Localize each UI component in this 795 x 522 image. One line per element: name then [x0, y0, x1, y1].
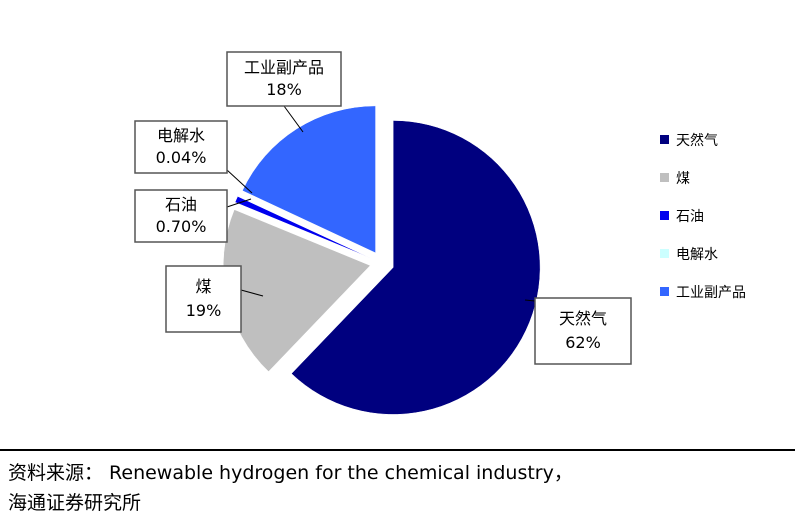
- callout-value: 0.04%: [156, 148, 207, 167]
- callout-leader-lines: [226, 105, 536, 302]
- legend-label: 天然气: [676, 132, 718, 149]
- callout-label: 煤: [195, 277, 211, 296]
- legend-label: 电解水: [676, 247, 718, 263]
- callout-natural-gas: 天然气 62%: [534, 297, 632, 365]
- callout-box: [534, 297, 632, 365]
- callout-oil: 石油 0.70%: [134, 189, 228, 243]
- leader-line-electrolysis: [226, 169, 253, 194]
- pie-slice-electrolysis: [237, 195, 372, 259]
- callout-label: 工业副产品: [244, 58, 324, 77]
- callout-box: [165, 265, 242, 333]
- callout-box: [226, 51, 342, 107]
- footer-divider: [0, 449, 795, 451]
- pie-slices: [223, 105, 541, 415]
- callout-value: 62%: [565, 333, 601, 352]
- legend-swatch: [660, 211, 669, 220]
- pie-slice-natural-gas: [291, 120, 541, 415]
- legend-item-oil: 石油: [660, 209, 704, 225]
- legend-label: 煤: [676, 171, 690, 187]
- legend-label: 工业副产品: [676, 285, 746, 301]
- callout-electrolysis: 电解水 0.04%: [134, 120, 228, 174]
- legend-item-electrolysis: 电解水: [660, 247, 718, 263]
- legend-item-natural-gas: 天然气: [660, 132, 718, 149]
- callout-box: [134, 189, 228, 243]
- source-line-2: 海通证券研究所: [8, 492, 142, 514]
- legend-swatch: [660, 173, 669, 182]
- legend-swatch: [660, 135, 669, 144]
- source-line-1: 资料来源： Renewable hydrogen for the chemica…: [8, 462, 573, 484]
- pie-slice-oil: [234, 195, 372, 259]
- leader-line-oil: [226, 198, 252, 208]
- leader-line-coal: [240, 289, 264, 297]
- callout-industrial-byproduct: 工业副产品 18%: [226, 51, 342, 107]
- leader-line-natural-gas: [524, 299, 536, 302]
- legend-item-industrial-byproduct: 工业副产品: [660, 285, 746, 301]
- callout-value: 19%: [186, 301, 222, 320]
- legend-label: 石油: [676, 209, 704, 225]
- leader-line-industrial-byproduct: [283, 105, 304, 133]
- callout-labels: 天然气 62% 煤 19% 石油 0.70% 电解水 0.04% 工业副产品 18%: [134, 51, 632, 365]
- callout-label: 石油: [165, 195, 197, 214]
- callout-box: [134, 120, 228, 174]
- legend-swatch: [660, 287, 669, 296]
- pie-slice-industrial-byproduct: [242, 105, 376, 254]
- callout-label: 天然气: [559, 309, 607, 328]
- callout-value: 0.70%: [156, 217, 207, 236]
- source-note: 资料来源： Renewable hydrogen for the chemica…: [8, 458, 788, 518]
- callout-coal: 煤 19%: [165, 265, 242, 333]
- legend-item-coal: 煤: [660, 171, 690, 187]
- callout-value: 18%: [266, 80, 302, 99]
- legend-swatch: [660, 249, 669, 258]
- callout-label: 电解水: [157, 126, 205, 145]
